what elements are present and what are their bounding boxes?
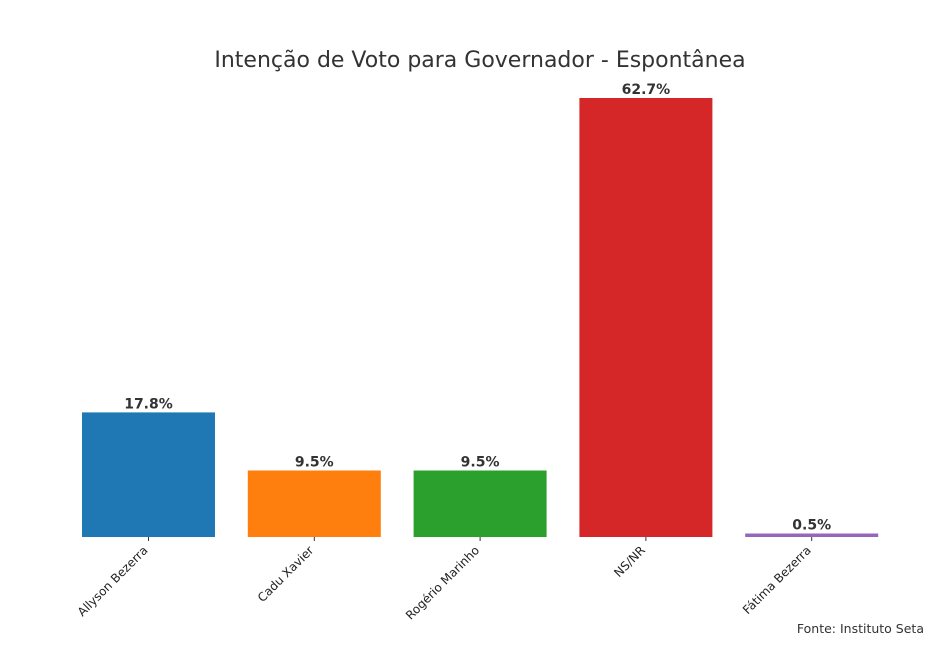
value-label-cadu-xavier: 9.5% — [295, 455, 334, 471]
x-label-ns-nr: NS/NR — [611, 543, 648, 580]
bar-rogerio-marinho — [413, 470, 547, 537]
value-label-rogerio-marinho: 9.5% — [461, 455, 500, 471]
x-label-rogerio-marinho: Rogério Marinho — [403, 543, 482, 622]
value-label-ns-nr: 62.7% — [622, 82, 671, 98]
chart-title: Intenção de Voto para Governador - Espon… — [214, 48, 745, 73]
x-label-allyson-bezerra: Allyson Bezerra — [75, 543, 151, 619]
source-note: Fonte: Instituto Seta — [797, 621, 924, 636]
x-axis-ticks — [148, 537, 813, 541]
bar-fatima-bezerra — [745, 533, 879, 537]
bar-cadu-xavier — [247, 470, 381, 537]
x-label-fatima-bezerra: Fátima Bezerra — [740, 543, 814, 617]
bar-ns-nr — [579, 98, 713, 537]
bars-group — [82, 98, 879, 537]
value-label-fatima-bezerra: 0.5% — [792, 518, 831, 534]
bar-allyson-bezerra — [82, 412, 215, 537]
x-label-cadu-xavier: Cadu Xavier — [255, 543, 317, 605]
value-label-allyson-bezerra: 17.8% — [124, 396, 173, 412]
value-labels-group: 17.8% 9.5% 9.5% 62.7% 0.5% — [124, 82, 831, 534]
x-axis-labels: Allyson Bezerra Cadu Xavier Rogério Marinh… — [75, 543, 814, 622]
